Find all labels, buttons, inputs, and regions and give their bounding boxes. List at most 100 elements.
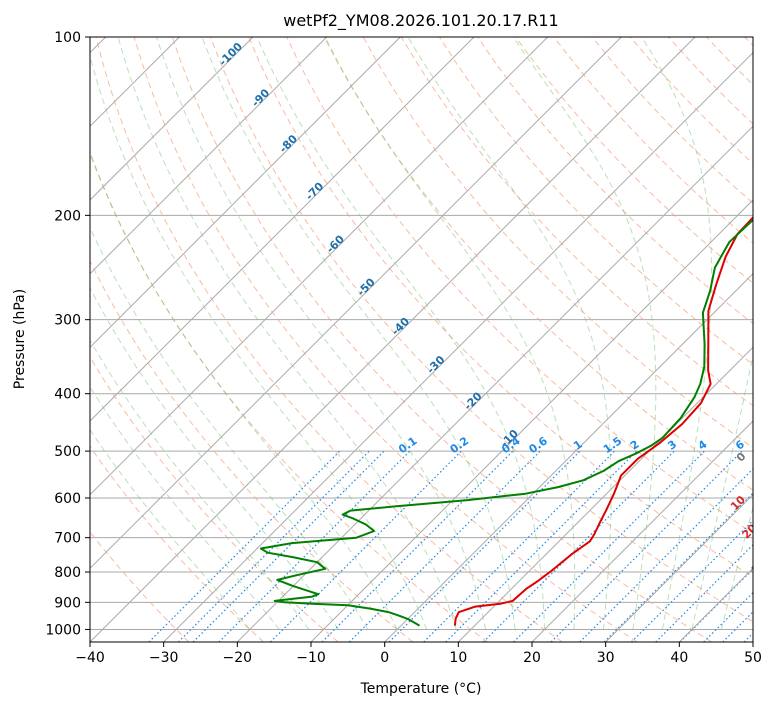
isotherm-line xyxy=(457,346,753,642)
moist-adiabat xyxy=(323,37,576,630)
isotherm-line xyxy=(90,37,475,422)
y-axis-ticks: 1000 900 800 700 600 500 400 300 200 100 xyxy=(45,30,90,638)
mixing-ratio-line xyxy=(192,450,385,642)
sounding-profiles xyxy=(259,215,753,627)
y-tick-label: 800 xyxy=(54,565,81,581)
isotherm-line xyxy=(310,199,753,642)
x-tick-label: −40 xyxy=(75,650,105,666)
y-tick-label: 500 xyxy=(54,444,81,460)
moist-adiabats xyxy=(90,37,753,630)
mixing-ratio-line xyxy=(655,543,753,642)
mixing-ratio-label: 1.5 xyxy=(601,434,624,456)
mixing-ratio-line xyxy=(603,492,753,642)
moist-adiabat xyxy=(90,226,369,630)
isotherm-line xyxy=(90,37,401,349)
mixing-ratio-line xyxy=(177,450,370,642)
moist-adiabat xyxy=(117,37,457,630)
moist-adiabat xyxy=(156,37,487,630)
isotherm-line xyxy=(752,641,753,642)
y-tick-label: 200 xyxy=(54,208,81,224)
mixing-ratio-label: 1 xyxy=(571,438,585,453)
mixing-ratio-line xyxy=(388,450,581,642)
dry-adiabat xyxy=(515,37,753,284)
isotherm-line xyxy=(236,125,753,642)
isotherm-label: -30 xyxy=(424,353,447,376)
mixing-ratio-label: 4 xyxy=(696,438,710,453)
isotherm-label: -90 xyxy=(249,86,272,109)
chart-title: wetPf2_YM08.2026.101.20.17.R11 xyxy=(283,11,558,31)
moist-adiabat xyxy=(90,152,398,630)
pressure-gridlines xyxy=(90,37,753,630)
dry-adiabat xyxy=(438,37,753,366)
x-tick-label: 30 xyxy=(597,650,615,666)
x-tick-label: −10 xyxy=(296,650,326,666)
dry-adiabats xyxy=(90,37,753,642)
mixing-ratio-line xyxy=(722,610,753,642)
dry-adiabat xyxy=(210,37,753,623)
temperature-profile xyxy=(453,215,753,626)
dry-adiabat xyxy=(324,37,753,491)
moist-adiabat xyxy=(90,54,428,630)
x-tick-label: 10 xyxy=(449,650,467,666)
mixing-ratio-line xyxy=(482,450,675,642)
mixing-ratio-line xyxy=(743,632,753,642)
mixing-ratio-lines xyxy=(148,450,753,642)
mixing-ratio-line xyxy=(703,591,753,642)
isotherm-line xyxy=(678,567,753,642)
y-tick-label: 1000 xyxy=(45,622,81,638)
y-axis-label: Pressure (hPa) xyxy=(12,289,28,389)
dewpoint-profile xyxy=(259,218,753,627)
isotherm-line xyxy=(90,37,622,570)
y-tick-label: 900 xyxy=(54,595,81,611)
isotherm-label: -100 xyxy=(216,40,245,69)
y-tick-label: 300 xyxy=(54,313,81,329)
isotherm-label: -40 xyxy=(389,315,412,338)
dry-adiabat xyxy=(706,37,753,86)
y-tick-label: 100 xyxy=(54,30,81,46)
plot-area: -100-90-80-70-60-50-40-30-20-100.1 0.2 0.4… xyxy=(90,37,775,642)
dry-adiabat xyxy=(90,356,339,642)
moist-adiabat xyxy=(407,37,612,630)
isotherm-label: -70 xyxy=(303,180,326,203)
mixing-ratio-line xyxy=(550,450,743,642)
mixing-ratio-line xyxy=(148,450,341,642)
x-tick-label: −20 xyxy=(223,650,253,666)
mixing-ratio-line xyxy=(270,450,462,642)
isotherm-label: -20 xyxy=(461,389,484,412)
isotherm-label: -80 xyxy=(277,132,300,155)
moist-adiabat-label: 30 xyxy=(749,556,769,576)
dry-adiabat xyxy=(95,37,563,642)
moist-adiabat-label: 40 xyxy=(761,583,775,603)
mixing-ratio-label: 0.6 xyxy=(526,434,550,456)
mixing-ratio-line xyxy=(679,568,753,642)
mixing-ratio-line xyxy=(631,519,753,642)
dry-adiabat xyxy=(133,37,638,642)
moist-adiabat xyxy=(90,386,280,630)
moist-adiabat xyxy=(512,37,657,630)
x-tick-label: 50 xyxy=(744,650,762,666)
dry-adiabat xyxy=(248,37,753,578)
moist-adiabat xyxy=(90,429,251,630)
mixing-ratio-line xyxy=(423,450,616,642)
mixing-ratio-label: 0.2 xyxy=(448,434,471,456)
mixing-ratio-line xyxy=(579,468,753,642)
dry-adiabat xyxy=(90,531,190,642)
isotherm-line xyxy=(531,420,753,642)
mixing-ratio-label: 3 xyxy=(665,438,679,453)
moist-adiabat xyxy=(256,37,546,630)
dry-adiabat xyxy=(668,37,753,125)
mixing-ratio-line xyxy=(445,450,638,642)
moist-adiabat xyxy=(90,339,310,630)
x-tick-label: 20 xyxy=(523,650,541,666)
isotherm-label: -60 xyxy=(324,232,347,255)
y-tick-label: 600 xyxy=(54,491,81,507)
dry-adiabat xyxy=(90,445,264,642)
mixing-ratio-line xyxy=(321,450,514,642)
dry-adiabat xyxy=(90,259,414,642)
dry-adiabat xyxy=(477,37,753,325)
isotherm-label: -50 xyxy=(355,275,378,298)
x-tick-label: −30 xyxy=(149,650,179,666)
plot-frame xyxy=(89,36,754,643)
mixing-ratio-label: 0.1 xyxy=(396,434,419,456)
